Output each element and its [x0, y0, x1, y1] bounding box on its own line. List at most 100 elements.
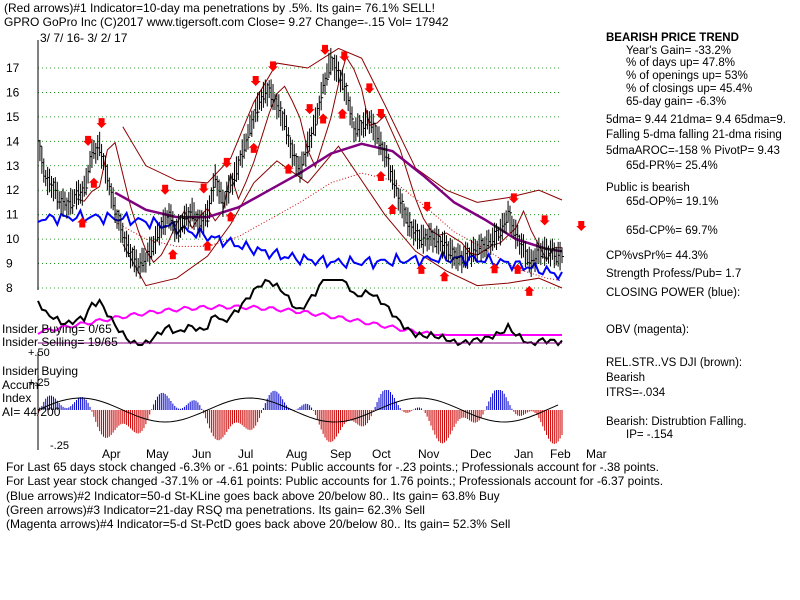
- index-label: Index: [2, 391, 32, 405]
- sidebar-line: Strength Profess/Pub= 1.7: [606, 268, 742, 280]
- ai-label: AI= 44/200: [2, 405, 61, 419]
- sell-arrow: [221, 157, 232, 168]
- sell-arrow: [339, 51, 350, 62]
- sell-arrow: [160, 184, 171, 195]
- y-tick-label: 12: [6, 183, 20, 197]
- y-tick-label: 8: [6, 281, 13, 295]
- sidebar-line: 5dma= 9.44 21dma= 9.4 65dma=9.: [606, 114, 786, 126]
- sell-arrow: [364, 83, 375, 94]
- sell-arrow: [304, 104, 315, 115]
- sell-arrow: [422, 201, 433, 212]
- buy-arrow: [489, 263, 500, 274]
- y-tick-label: 9: [6, 257, 13, 271]
- buy-arrow: [375, 171, 386, 181]
- sidebar-line: % of openings up= 53%: [626, 70, 748, 82]
- month-label: Jul: [238, 447, 253, 461]
- rel-strength-line: [37, 278, 563, 347]
- sidebar-line: REL.STR..VS DJI (brown):: [606, 357, 743, 369]
- buy-arrow: [225, 211, 236, 222]
- insider-buying-ratio: Insider Buying= 0/65: [2, 322, 112, 336]
- upper-band-line: [122, 47, 563, 203]
- sidebar-line: Falling 5-dma falling 21-dma rising: [606, 129, 782, 141]
- month-label: Jan: [514, 447, 533, 461]
- sidebar-line: Bearish: Distrubtion Falling.: [606, 416, 747, 428]
- insider-buying-label: Insider Buying: [2, 364, 79, 378]
- sell-arrow: [320, 44, 331, 55]
- obv-line: [37, 304, 562, 336]
- buy-arrow: [512, 263, 523, 274]
- sidebar-line: % of closings up= 45.4%: [626, 83, 753, 95]
- indicator-panels: [37, 278, 563, 450]
- accumulation-histogram: [37, 390, 563, 444]
- signal-arrows: [77, 44, 587, 296]
- y-tick-label: 13: [6, 159, 20, 173]
- sidebar-line: IP= -.154: [626, 429, 673, 441]
- minus-25-label: -.25: [50, 440, 69, 452]
- month-label: Dec: [470, 447, 491, 461]
- sidebar-line: 65d-PR%= 25.4%: [626, 160, 718, 172]
- accum-ma-line: [37, 397, 559, 423]
- closing-power-line: [37, 207, 563, 282]
- plus-25-label: +.25: [28, 377, 50, 389]
- buy-arrow: [318, 113, 329, 124]
- buy-arrow: [387, 204, 398, 214]
- buy-arrow: [283, 163, 294, 174]
- sidebar-line: 65-day gain= -6.3%: [626, 96, 727, 108]
- buy-arrow: [337, 108, 348, 119]
- month-label: Oct: [372, 447, 391, 461]
- buy-arrow: [77, 217, 88, 228]
- sidebar-line: CLOSING POWER (blue):: [606, 287, 741, 299]
- accum-label: Accum: [2, 378, 39, 392]
- date-range: 3/ 7/ 16- 3/ 2/ 17: [40, 31, 128, 45]
- buy-arrow: [439, 271, 450, 282]
- month-label: Mar: [586, 447, 607, 461]
- buy-arrow: [88, 177, 99, 188]
- sidebar-line: % of days up= 47.8%: [626, 57, 736, 69]
- y-tick-label: 17: [6, 61, 20, 75]
- month-label: Apr: [102, 447, 121, 461]
- sidebar-line: Year's Gain= -33.2%: [626, 45, 732, 57]
- sell-arrow: [539, 215, 550, 226]
- sidebar-line: CP%vsPr%= 44.3%: [606, 250, 708, 262]
- y-tick-label: 11: [6, 208, 19, 222]
- y-tick-label: 14: [6, 134, 20, 148]
- sell-arrow: [375, 109, 386, 119]
- sell-arrow: [508, 193, 519, 204]
- sell-arrow: [83, 135, 94, 146]
- month-label: Aug: [286, 447, 307, 461]
- footer-line: For Last 65 days stock changed -6.3% or …: [6, 460, 660, 474]
- buy-arrow: [416, 263, 427, 274]
- sidebar-line: Bearish: [606, 372, 645, 384]
- sell-arrow: [576, 220, 587, 231]
- sidebar-line: 5dmaAROC=-158 % PivotP= 9.43: [606, 145, 780, 157]
- buy-arrow: [202, 240, 213, 251]
- month-label: Sep: [330, 447, 352, 461]
- price-axis-labels: 8 9 10 11 12 13 14 15 16 17: [6, 61, 20, 295]
- price-bars: [37, 47, 564, 279]
- lower-band-line: [122, 145, 563, 289]
- month-label: Feb: [550, 447, 571, 461]
- insider-selling-ratio: Insider Selling= 19/65: [2, 335, 118, 349]
- indicator-headline: (Red arrows)#1 Indicator=10-day ma penet…: [4, 1, 435, 15]
- month-label: Jun: [192, 447, 211, 461]
- month-label: May: [146, 447, 169, 461]
- sell-arrow: [96, 118, 107, 129]
- buy-arrow: [524, 285, 535, 296]
- sidebar-line: ITRS=-.034: [606, 387, 666, 399]
- sell-arrow: [268, 61, 279, 72]
- sidebar-line: OBV (magenta):: [606, 324, 690, 336]
- y-tick-label: 16: [6, 85, 20, 99]
- y-tick-label: 15: [6, 110, 20, 124]
- footer-line: For Last year stock changed -37.1% or -4…: [6, 474, 664, 488]
- trend-title: BEARISH PRICE TREND: [606, 32, 739, 44]
- footer-line: (Green arrows)#3 Indicator=21-day RSQ ma…: [6, 503, 425, 517]
- plus-50-label: +.50: [28, 347, 50, 359]
- sidebar-line: Public is bearish: [606, 182, 690, 194]
- sell-arrow: [250, 76, 261, 86]
- sidebar-line: 65d-OP%= 19.1%: [626, 196, 719, 208]
- ticker-info: GPRO GoPro Inc (C)2017 www.tigersoft.com…: [4, 15, 449, 29]
- footer-line: (Magenta arrows)#4 Indicator=5-d St-PctD…: [6, 517, 511, 531]
- footer-line: (Blue arrows)#2 Indicator=50-d St-KLine …: [6, 489, 500, 503]
- y-tick-label: 10: [6, 232, 20, 246]
